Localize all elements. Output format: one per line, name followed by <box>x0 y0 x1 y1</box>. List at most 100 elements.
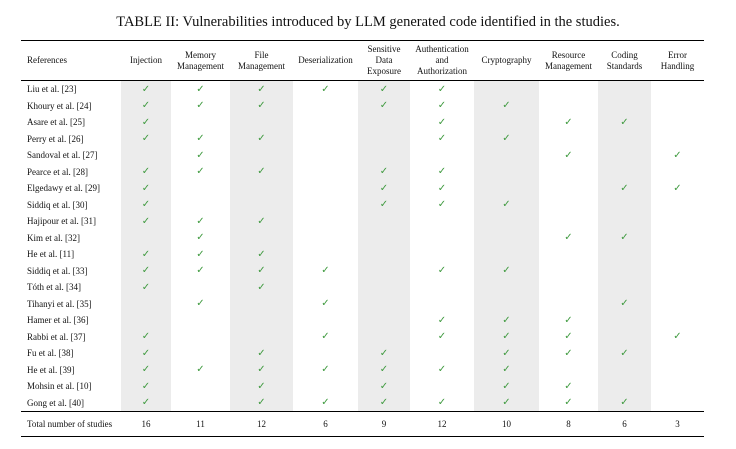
table-row: Liu et al. [23] ✓ ✓ ✓ ✓ ✓ ✓ <box>21 80 704 98</box>
cell-cryptography: ✓ <box>474 262 539 279</box>
checkmark-icon: ✓ <box>141 133 151 145</box>
cell-memory-management <box>171 197 230 214</box>
table-row: Tóth et al. [34] ✓ ✓ <box>21 279 704 296</box>
cell-file-management: ✓ <box>230 80 293 98</box>
cell-error-handling <box>651 213 704 230</box>
reference-cell: Mohsin et al. [10] <box>27 381 92 392</box>
cell-coding-standards: ✓ <box>598 345 651 362</box>
cell-sensitive-data-exposure: ✓ <box>358 394 410 412</box>
checkmark-icon: ✓ <box>257 248 266 260</box>
cell-injection: ✓ <box>121 394 171 412</box>
checkmark-icon: ✓ <box>196 248 205 260</box>
cell-authentication-and-authorization <box>410 279 474 296</box>
cell-memory-management: ✓ <box>171 164 230 181</box>
checkmark-icon: ✓ <box>564 116 573 128</box>
cell-file-management <box>230 312 293 329</box>
table-row: He et al. [39] ✓ ✓ ✓ ✓ ✓ ✓ ✓ <box>21 361 704 379</box>
cell-file-management: ✓ <box>230 246 293 263</box>
cell-coding-standards <box>598 97 651 114</box>
cell-error-handling <box>651 197 704 214</box>
column-header-authentication-and-authorization: Authentication and Authorization <box>410 40 474 81</box>
reference-cell: Fu et al. [38] <box>27 348 74 359</box>
table-row: Tihanyi et al. [35] ✓ ✓ ✓ <box>21 295 704 313</box>
total-coding-standards: 6 <box>598 411 651 437</box>
checkmark-icon: ✓ <box>502 380 511 392</box>
cell-injection: ✓ <box>121 163 171 180</box>
cell-file-management: ✓ <box>230 394 293 412</box>
cell-error-handling <box>651 395 704 412</box>
table-row: Sandoval et al. [27] ✓ ✓ ✓ <box>21 147 704 164</box>
cell-file-management: ✓ <box>230 97 293 114</box>
cell-injection <box>121 147 171 164</box>
total-deserialization: 6 <box>293 411 358 437</box>
cell-injection: ✓ <box>121 279 171 296</box>
cell-authentication-and-authorization <box>410 246 474 263</box>
cell-cryptography: ✓ <box>474 130 539 147</box>
cell-file-management: ✓ <box>230 345 293 362</box>
cell-memory-management: ✓ <box>171 230 230 247</box>
cell-deserialization <box>293 98 358 115</box>
cell-resource-management <box>539 131 598 148</box>
cell-deserialization: ✓ <box>293 395 358 412</box>
checkmark-icon: ✓ <box>502 347 511 359</box>
cell-deserialization <box>293 197 358 214</box>
cell-deserialization: ✓ <box>293 329 358 346</box>
cell-deserialization <box>293 279 358 296</box>
cell-coding-standards <box>598 262 651 279</box>
cell-error-handling <box>651 114 704 131</box>
checkmark-icon: ✓ <box>437 182 447 194</box>
checkmark-icon: ✓ <box>502 199 511 211</box>
checkmark-icon: ✓ <box>437 83 447 95</box>
checkmark-icon: ✓ <box>564 397 573 409</box>
checkmark-icon: ✓ <box>196 133 205 145</box>
cell-memory-management: ✓ <box>171 263 230 280</box>
cell-injection: ✓ <box>121 97 171 114</box>
cell-authentication-and-authorization: ✓ <box>410 362 474 379</box>
table-row: Hamer et al. [36] ✓ ✓ ✓ <box>21 312 704 329</box>
checkmark-icon: ✓ <box>673 182 682 194</box>
cell-file-management <box>230 114 293 131</box>
checkmark-icon: ✓ <box>564 149 573 161</box>
cell-file-management <box>230 147 293 164</box>
cell-injection: ✓ <box>121 246 171 263</box>
cell-deserialization <box>293 378 358 395</box>
cell-memory-management <box>171 114 230 131</box>
cell-sensitive-data-exposure <box>358 328 410 345</box>
cell-memory-management <box>171 279 230 296</box>
checkmark-icon: ✓ <box>196 149 205 161</box>
cell-deserialization <box>293 114 358 131</box>
cell-memory-management: ✓ <box>171 296 230 313</box>
checkmark-icon: ✓ <box>437 199 447 211</box>
cell-authentication-and-authorization: ✓ <box>410 164 474 181</box>
cell-file-management: ✓ <box>230 361 293 378</box>
cell-memory-management <box>171 180 230 197</box>
cell-sensitive-data-exposure: ✓ <box>358 80 410 98</box>
header-row: References Injection Memory Management File… <box>21 40 704 81</box>
cell-sensitive-data-exposure <box>358 130 410 147</box>
cell-memory-management: ✓ <box>171 246 230 263</box>
cell-file-management: ✓ <box>230 378 293 395</box>
cell-resource-management: ✓ <box>539 378 598 395</box>
checkmark-icon: ✓ <box>321 298 330 310</box>
table-row: Elgedawy et al. [29] ✓ ✓ ✓ ✓ ✓ <box>21 180 704 197</box>
checkmark-icon: ✓ <box>141 100 151 112</box>
cell-authentication-and-authorization <box>410 213 474 230</box>
cell-sensitive-data-exposure: ✓ <box>358 180 410 197</box>
table-row: Kim et al. [32] ✓ ✓ ✓ <box>21 229 704 247</box>
cell-coding-standards: ✓ <box>598 114 651 131</box>
cell-file-management <box>230 180 293 197</box>
total-error-handling: 3 <box>651 411 704 437</box>
cell-resource-management: ✓ <box>539 312 598 329</box>
cell-resource-management <box>539 246 598 263</box>
checkmark-icon: ✓ <box>502 133 511 145</box>
cell-deserialization <box>293 312 358 329</box>
cell-coding-standards: ✓ <box>598 180 651 197</box>
checkmark-icon: ✓ <box>321 397 330 409</box>
cell-file-management: ✓ <box>230 163 293 180</box>
cell-coding-standards <box>598 279 651 296</box>
table-row: He et al. [11] ✓ ✓ ✓ <box>21 246 704 263</box>
cell-error-handling <box>651 246 704 263</box>
cell-cryptography <box>474 163 539 180</box>
checkmark-icon: ✓ <box>321 364 330 376</box>
reference-cell: Sandoval et al. [27] <box>27 150 98 161</box>
